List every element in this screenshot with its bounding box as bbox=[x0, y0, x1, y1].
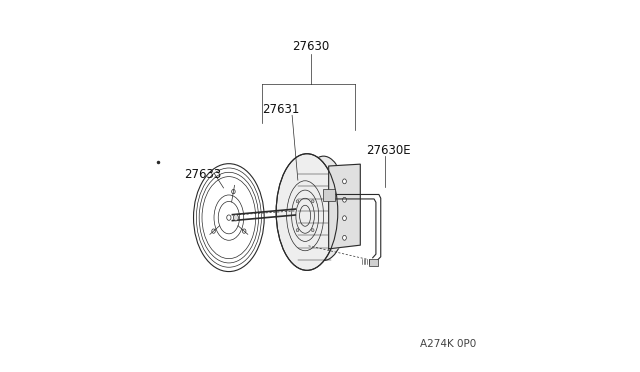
FancyBboxPatch shape bbox=[323, 189, 335, 201]
Ellipse shape bbox=[342, 235, 346, 240]
Polygon shape bbox=[329, 164, 360, 249]
Ellipse shape bbox=[243, 229, 246, 233]
Text: 27631: 27631 bbox=[262, 103, 300, 116]
Ellipse shape bbox=[296, 200, 299, 203]
Text: 27630E: 27630E bbox=[367, 144, 411, 157]
Ellipse shape bbox=[300, 156, 347, 260]
Ellipse shape bbox=[212, 229, 215, 233]
Ellipse shape bbox=[342, 216, 346, 221]
Ellipse shape bbox=[312, 200, 314, 203]
Text: 27633: 27633 bbox=[184, 169, 221, 181]
Ellipse shape bbox=[342, 179, 346, 184]
Text: A274K 0P0: A274K 0P0 bbox=[420, 339, 476, 349]
Ellipse shape bbox=[296, 229, 299, 232]
Ellipse shape bbox=[312, 229, 314, 232]
Ellipse shape bbox=[342, 197, 346, 202]
FancyBboxPatch shape bbox=[369, 259, 378, 266]
Ellipse shape bbox=[234, 214, 239, 221]
Text: 27630: 27630 bbox=[292, 40, 330, 53]
Ellipse shape bbox=[232, 189, 236, 194]
Ellipse shape bbox=[276, 154, 338, 270]
